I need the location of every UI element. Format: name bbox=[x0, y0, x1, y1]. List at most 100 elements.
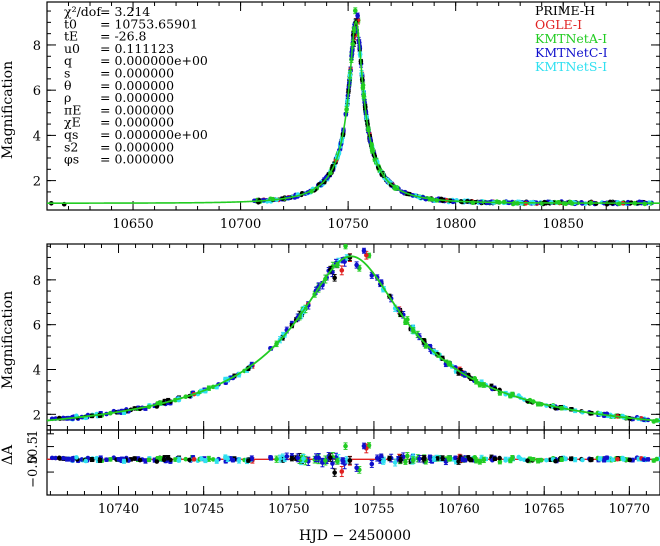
res-data-point bbox=[516, 454, 522, 460]
mid-data-point bbox=[339, 268, 345, 273]
mid-data-point bbox=[357, 265, 362, 271]
res-data-point bbox=[369, 461, 375, 467]
res-data-point bbox=[339, 469, 345, 474]
res-data-point bbox=[654, 456, 659, 462]
param-value: = 0.000000 bbox=[100, 139, 174, 154]
res-data-point bbox=[206, 456, 212, 462]
res-data-point bbox=[460, 457, 466, 462]
param-value: = -26.8 bbox=[100, 29, 147, 44]
res-data-point bbox=[497, 455, 502, 461]
top-y-tick-label: 8 bbox=[33, 39, 41, 54]
top-x-tick-label: 10800 bbox=[435, 217, 476, 232]
res-data-point bbox=[604, 455, 610, 460]
res-data-point bbox=[553, 458, 558, 464]
mid-data-point bbox=[354, 262, 359, 268]
res-data-point bbox=[403, 459, 408, 465]
res-data-point bbox=[627, 457, 633, 463]
res-data-point bbox=[108, 457, 113, 462]
res-data-point bbox=[387, 456, 392, 461]
res-data-point bbox=[645, 457, 651, 462]
res-data-point bbox=[380, 459, 386, 464]
res-data-point bbox=[277, 456, 283, 461]
param-value: = 0.000000e+00 bbox=[100, 127, 208, 142]
res-data-point bbox=[246, 458, 251, 463]
res-data-point bbox=[580, 457, 585, 463]
res-data-point bbox=[453, 455, 458, 461]
param-label: πE bbox=[64, 102, 81, 117]
res-data-point bbox=[249, 456, 255, 461]
top-panel: 10650 10700 10750 10800 10850 2 4 6 8 χ²/dof = 3.2… bbox=[33, 1, 660, 232]
res-y-tick-label: −0.5 bbox=[26, 456, 41, 488]
res-x-tick-label: 10740 bbox=[98, 502, 139, 517]
res-data-point bbox=[116, 457, 122, 462]
res-data-point bbox=[559, 457, 564, 462]
res-data-point bbox=[361, 443, 367, 449]
res-data-point bbox=[641, 457, 647, 463]
res-x-tick-label: 10750 bbox=[268, 502, 309, 517]
res-data-point bbox=[165, 455, 171, 461]
param-label: t0 bbox=[64, 16, 77, 31]
res-data-point bbox=[525, 458, 530, 463]
param-value: = 0.000000 bbox=[100, 66, 174, 81]
mid-data-point bbox=[332, 275, 337, 281]
top-y-axis-label: Magnification bbox=[0, 61, 16, 159]
param-value: = 0.000000 bbox=[100, 78, 174, 93]
legend-entry-prime-h: PRIME-H bbox=[535, 3, 595, 18]
res-data-point bbox=[268, 455, 274, 461]
res-data-point bbox=[236, 458, 242, 463]
param-label: χE bbox=[64, 115, 81, 130]
res-data-point bbox=[374, 455, 380, 461]
res-data-point bbox=[49, 455, 55, 461]
res-data-point bbox=[539, 457, 544, 463]
res-data-point bbox=[421, 456, 426, 462]
res-data-point bbox=[199, 456, 204, 462]
res-data-point bbox=[347, 458, 353, 463]
res-x-tick-label: 10765 bbox=[524, 502, 565, 517]
res-data-point bbox=[417, 456, 422, 462]
res-data-point bbox=[443, 459, 449, 464]
res-data-point bbox=[440, 455, 445, 461]
res-y-tick-label: 0 bbox=[26, 455, 41, 463]
res-data-point bbox=[284, 454, 290, 459]
res-data-point bbox=[137, 457, 143, 463]
residual-panel: 10740 10745 10750 10755 10760 10765 10770 −0.50… bbox=[26, 429, 660, 517]
param-value: = 3.214 bbox=[100, 4, 150, 19]
res-data-point bbox=[104, 457, 109, 463]
res-data-point bbox=[301, 456, 306, 461]
res-data-point bbox=[378, 454, 384, 459]
res-x-tick-label: 10770 bbox=[609, 502, 650, 517]
res-data-point bbox=[154, 459, 160, 464]
res-data-point bbox=[563, 456, 568, 462]
top-data-group bbox=[47, 7, 660, 207]
param-value: = 0.000000 bbox=[100, 90, 174, 105]
top-y-tick-label: 4 bbox=[33, 129, 41, 144]
res-data-point bbox=[323, 458, 328, 463]
param-label: q bbox=[64, 53, 72, 68]
top-data-point bbox=[352, 8, 358, 14]
res-data-point bbox=[610, 457, 616, 463]
res-data-point bbox=[473, 458, 479, 463]
res-data-point bbox=[132, 456, 137, 461]
residual-y-axis-label: ΔA bbox=[0, 444, 16, 465]
res-data-point bbox=[340, 458, 346, 464]
res-data-point bbox=[203, 458, 208, 463]
res-data-point bbox=[289, 456, 295, 461]
res-data-point bbox=[597, 456, 603, 462]
legend-entry-kmtneta-i: KMTNetA-I bbox=[535, 31, 607, 46]
res-data-point bbox=[572, 457, 578, 462]
res-data-point bbox=[56, 455, 62, 461]
res-data-point bbox=[544, 457, 549, 463]
res-y-tick-label: 0.5 bbox=[26, 436, 41, 457]
res-data-point bbox=[392, 460, 398, 465]
mid-data-point bbox=[364, 252, 369, 258]
res-data-point bbox=[410, 457, 416, 463]
top-data-point bbox=[355, 13, 360, 18]
res-data-point bbox=[74, 455, 79, 460]
legend-entry-kmtnets-i: KMTNetS-I bbox=[535, 59, 607, 74]
res-data-point bbox=[477, 459, 483, 465]
top-axis-frame bbox=[46, 1, 660, 211]
param-value: = 10753.65901 bbox=[100, 16, 198, 31]
legend-entry-ogle-i: OGLE-I bbox=[535, 17, 582, 32]
param-label: s2 bbox=[64, 139, 78, 154]
res-data-point bbox=[405, 453, 410, 459]
